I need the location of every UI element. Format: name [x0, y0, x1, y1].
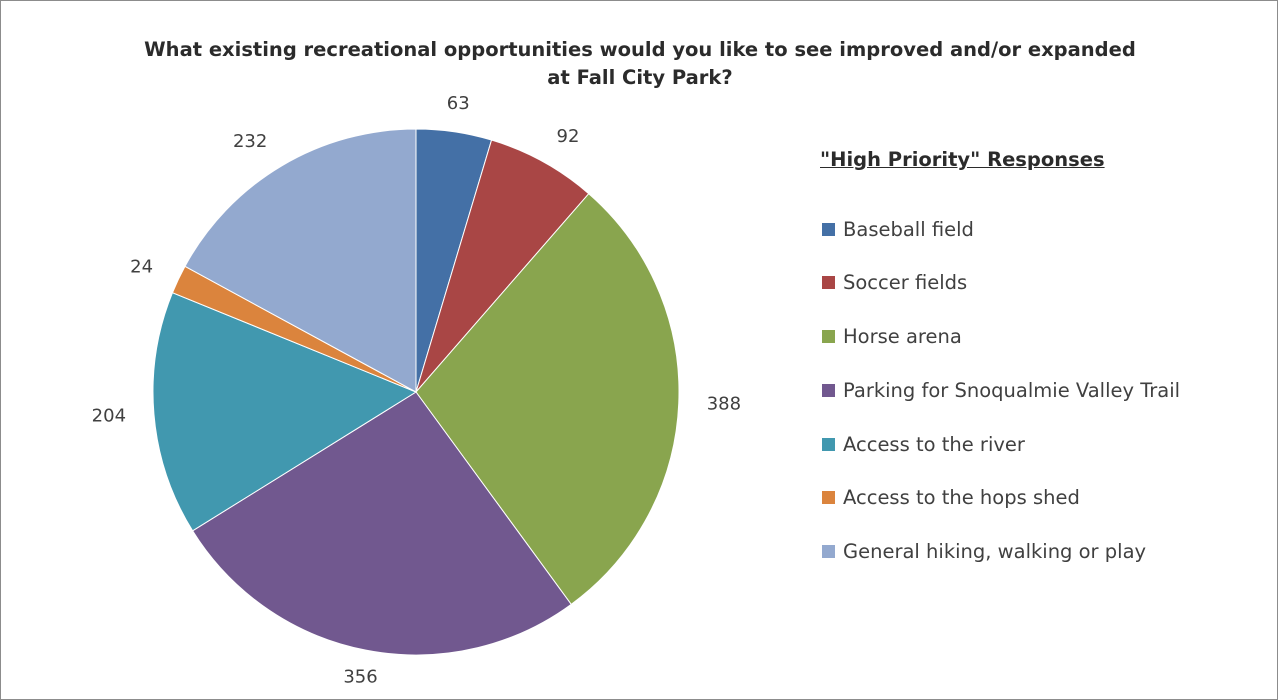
data-label-soccer-fields: 92 [557, 126, 580, 147]
legend-swatch-general-hiking [822, 545, 835, 559]
data-label-baseball-field: 63 [447, 93, 470, 114]
pie-slice-soccer-fields [415, 139, 590, 393]
legend-item-general-hiking: General hiking, walking or play [822, 536, 1180, 568]
legend-item-soccer-fields: Soccer fields [822, 267, 1180, 299]
legend-label-horse-arena: Horse arena [843, 325, 962, 349]
legend-swatch-river-access [822, 437, 835, 451]
legend-title: "High Priority" Responses [820, 148, 1105, 171]
legend-label-hops-shed: Access to the hops shed [843, 486, 1080, 510]
chart-title: What existing recreational opportunities… [144, 38, 1136, 89]
legend-swatch-parking [822, 383, 835, 397]
legend-label-river-access: Access to the river [843, 432, 1025, 456]
data-label-parking-for-snoqualmie-valley-trail: 356 [343, 667, 377, 688]
legend-label-general-hiking: General hiking, walking or play [843, 540, 1147, 564]
data-label-access-to-the-river: 204 [92, 406, 126, 427]
pie-slice-general-hiking-walking-or-play [184, 128, 417, 393]
legend-swatch-soccer-fields [822, 276, 835, 290]
legend-item-baseball-field: Baseball field [822, 213, 1180, 245]
legend-item-river-access: Access to the river [822, 428, 1180, 460]
legend-item-horse-arena: Horse arena [822, 321, 1180, 353]
legend-item-hops-shed: Access to the hops shed [822, 482, 1180, 514]
data-label-access-to-the-hops-shed: 24 [130, 256, 153, 277]
legend-label-baseball-field: Baseball field [843, 217, 974, 241]
data-label-general-hiking-walking-or-play: 232 [233, 131, 267, 152]
legend-swatch-horse-arena [822, 330, 835, 344]
legend-item-parking: Parking for Snoqualmie Valley Trail [822, 374, 1180, 406]
legend-swatch-hops-shed [822, 491, 835, 505]
pie-slice-access-to-the-river [152, 292, 418, 532]
legend-label-parking: Parking for Snoqualmie Valley Trail [843, 378, 1181, 402]
pie-slice-horse-arena [415, 192, 680, 606]
legend: Baseball field Soccer fields Horse arena… [822, 213, 1180, 590]
pie-slice-parking-for-snoqualmie-valley-trail [191, 391, 572, 656]
legend-swatch-baseball-field [822, 222, 835, 236]
legend-label-soccer-fields: Soccer fields [843, 271, 968, 295]
data-label-horse-arena: 388 [707, 393, 741, 414]
